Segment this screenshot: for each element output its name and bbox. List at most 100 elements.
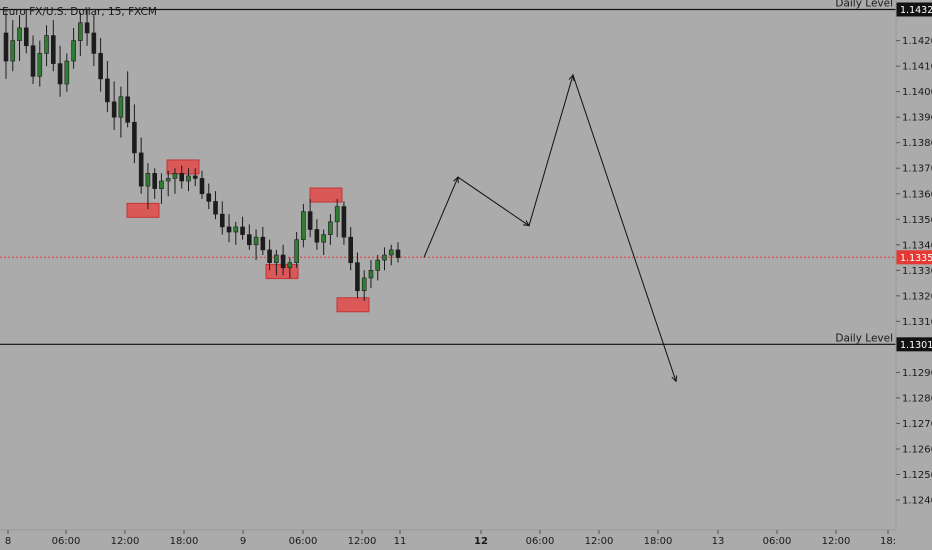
x-tick-label: 18:00 (644, 536, 673, 547)
x-tick-label: 12:00 (822, 536, 851, 547)
candle-body (388, 249, 394, 256)
sr-box (336, 297, 370, 313)
y-tick-label: 1.13600 (902, 189, 932, 200)
candle-body (213, 201, 218, 215)
candle-body (179, 173, 185, 182)
candle-body (105, 78, 110, 103)
projection-arrowhead (453, 176, 459, 184)
y-tick-label: 1.13100 (902, 317, 932, 328)
candle-body (159, 180, 164, 189)
candle-body (307, 211, 313, 230)
candle-body (51, 35, 56, 64)
candle-body (37, 53, 43, 77)
sr-box (166, 159, 200, 175)
x-tick-label: 12:00 (585, 536, 614, 547)
y-tick-label: 1.12800 (902, 393, 932, 404)
candle-body (199, 178, 205, 195)
candle-body (111, 101, 117, 118)
level-lines: Daily Level 1.14322 Daily Level 1.13010 1.13… (0, 0, 932, 352)
candle-body (152, 173, 157, 189)
y-tick-label: 1.14100 (902, 62, 932, 73)
candle-body (219, 213, 225, 228)
projection-path (423, 73, 678, 383)
candle-body (172, 173, 178, 179)
candle-body (382, 254, 387, 261)
level-badge-text: 1.14322 (900, 5, 932, 16)
candle-body (341, 206, 347, 238)
candle-body (192, 175, 198, 179)
candle-body (361, 277, 367, 292)
candle-body (233, 226, 239, 233)
candle-body (118, 96, 124, 118)
candle-body (274, 254, 279, 263)
candle-body (334, 206, 340, 223)
candle-body (294, 239, 299, 263)
candle-body (395, 249, 401, 258)
x-tick-label: 06:00 (289, 536, 318, 547)
daily-level-label: Daily Level (835, 0, 893, 9)
candle-body (165, 178, 171, 182)
candle-body (355, 262, 360, 292)
projection-arrowhead (568, 73, 575, 82)
time-axis[interactable]: 8 06:00 12:00 18:00 9 06:00 12:00 11 12 06:00 12:0… (0, 529, 932, 550)
candle-body (44, 35, 49, 54)
candle-body (301, 211, 306, 240)
price-axis[interactable]: 1.14200 1.14100 1.14000 1.13900 1.13800 1.137… (895, 0, 932, 530)
candle-body (64, 60, 70, 85)
y-tick-label: 1.12900 (902, 368, 932, 379)
candle-body (78, 22, 83, 41)
symbol-label: Euro FX/U.S. Dollar, 15, FXCM (2, 6, 157, 18)
y-tick-label: 1.12500 (902, 470, 932, 481)
x-tick-label: 8 (5, 536, 11, 547)
candle-body (17, 27, 22, 41)
y-tick-label: 1.13500 (902, 215, 932, 226)
candle-body (375, 259, 381, 271)
y-tick-label: 1.13900 (902, 113, 932, 124)
candle-body (71, 40, 76, 62)
x-tick-label: 18:00 (170, 536, 199, 547)
candle-body (247, 234, 252, 246)
sr-box (126, 202, 160, 218)
candle-body (240, 226, 245, 235)
time-axis-bg (0, 530, 932, 550)
y-tick-label: 1.13400 (902, 240, 932, 251)
candle-body (328, 221, 333, 235)
candle-body (125, 96, 130, 123)
y-tick-label: 1.13800 (902, 138, 932, 149)
y-tick-label: 1.12700 (902, 419, 932, 430)
candle-body (348, 236, 353, 263)
candle-body (314, 229, 320, 243)
x-tick-label: 12:00 (348, 536, 377, 547)
candle-body (98, 53, 103, 80)
candle-body (287, 262, 293, 269)
candle-body (206, 193, 212, 202)
candle-body (368, 270, 374, 279)
projection-arrowhead (671, 375, 678, 383)
x-tick-label: 18: (880, 536, 896, 547)
candle-body (267, 249, 272, 263)
candle-body (226, 226, 232, 233)
level-badge-text: 1.13010 (900, 340, 932, 351)
level-badge (896, 2, 932, 17)
y-tick-label: 1.12400 (902, 496, 932, 507)
y-tick-label: 1.12600 (902, 444, 932, 455)
projection-arrowhead (522, 220, 530, 227)
x-tick-label: 11 (394, 536, 407, 547)
candle-body (3, 32, 9, 62)
candle-body (321, 234, 326, 243)
candle-body (145, 173, 151, 187)
y-tick-label: 1.13300 (902, 266, 932, 277)
y-tick-label: 1.13700 (902, 164, 932, 175)
y-tick-label: 1.14000 (902, 87, 932, 98)
x-tick-label: 12 (474, 536, 488, 547)
x-tick-label: 13 (712, 536, 725, 547)
x-tick-label: 12:00 (111, 536, 140, 547)
candle-body (260, 236, 266, 251)
x-tick-label: 06:00 (763, 536, 792, 547)
candle-body (84, 22, 90, 34)
candle-body (23, 27, 29, 47)
candle-body (91, 32, 97, 54)
